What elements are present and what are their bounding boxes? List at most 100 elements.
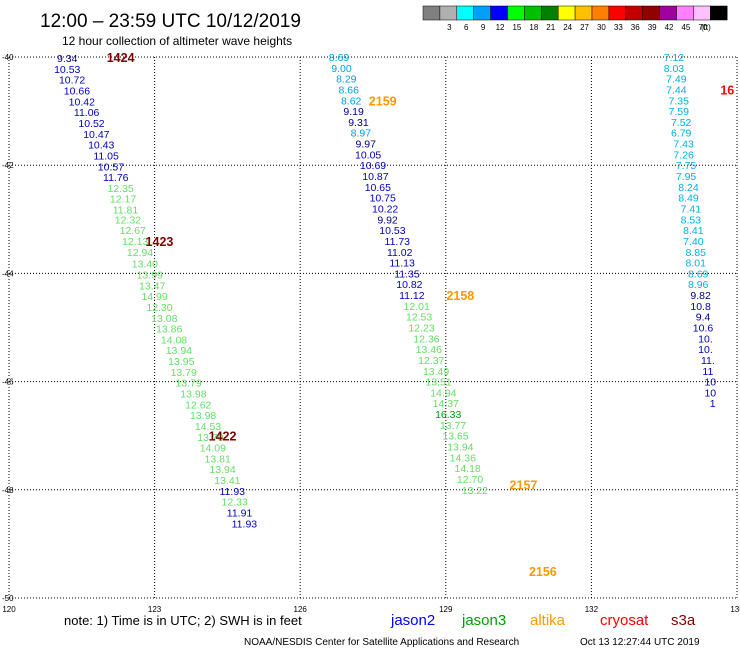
color-scale-swatch <box>710 5 728 21</box>
wave-height-value: 12.67 <box>120 225 146 237</box>
longitude-label: 132 <box>585 605 599 614</box>
wave-height-value: 10.47 <box>83 129 109 141</box>
wave-height-value: 13.40 <box>132 259 158 271</box>
longitude-label: 120 <box>2 605 16 614</box>
latitude-label: -46 <box>2 378 14 387</box>
wave-height-value: 10 <box>704 377 716 389</box>
color-scale-swatch <box>591 5 610 21</box>
wave-height-value: 10.66 <box>64 86 90 98</box>
longitude-label: 126 <box>294 605 308 614</box>
color-scale-label: 6 <box>464 23 469 32</box>
wave-height-value: 13.77 <box>440 420 466 432</box>
wave-height-value: 10.53 <box>54 64 80 76</box>
wave-height-value: 12.70 <box>457 474 483 486</box>
wave-height-value: 13.49 <box>423 366 449 378</box>
legend-jason3: jason3 <box>461 612 506 629</box>
wave-height-value: 9.19 <box>343 106 364 118</box>
wave-height-value: 7.12 <box>664 52 685 64</box>
wave-height-value: 13.99 <box>137 269 163 281</box>
wave-height-value: 11.12 <box>399 290 425 302</box>
wave-height-value: 7.41 <box>681 203 702 215</box>
wave-height-value: 10. <box>698 344 713 356</box>
wave-height-value: 13.08 <box>151 313 177 325</box>
wave-height-value: 13.70 <box>197 432 223 444</box>
wave-height-value: 14.08 <box>161 334 187 346</box>
wave-height-value: 12.13 <box>122 236 148 248</box>
legend-s3a: s3a <box>671 612 696 629</box>
color-scale-label: 70 <box>698 23 707 32</box>
pass-time-label: 1423 <box>146 235 174 249</box>
wave-height-value: 8.49 <box>678 193 699 205</box>
wave-height-value: 13.65 <box>442 431 468 443</box>
color-scale-swatch <box>574 5 593 21</box>
color-scale-label: 42 <box>665 23 674 32</box>
longitude-label: 129 <box>439 605 453 614</box>
wave-height-value: 7.40 <box>683 236 704 248</box>
latitude-label: -48 <box>2 486 14 495</box>
color-scale-label: 15 <box>512 23 521 32</box>
color-scale-label: 9 <box>481 23 486 32</box>
color-scale-label: 12 <box>496 23 505 32</box>
wave-height-value: 9.00 <box>331 63 352 75</box>
color-scale-swatch <box>557 5 576 21</box>
color-scale-swatch <box>659 5 677 21</box>
wave-height-value: 11.02 <box>387 247 413 259</box>
generated-timestamp: Oct 13 12:27:44 UTC 2019 <box>580 637 700 648</box>
wave-height-value: 13.79 <box>175 378 201 390</box>
color-scale-label: 21 <box>546 23 555 32</box>
color-scale-swatch <box>642 5 660 21</box>
wave-height-value: 8.01 <box>686 258 707 270</box>
wave-height-value: 11.05 <box>93 150 119 162</box>
wave-height-value: 11.73 <box>385 236 411 248</box>
wave-height-value: 13.94 <box>209 464 235 476</box>
wave-height-value: 11.13 <box>389 258 415 270</box>
color-scale-label: 24 <box>563 23 572 32</box>
wave-height-value: 12.33 <box>222 497 248 509</box>
wave-height-value: 10. <box>698 333 713 345</box>
color-scale-swatch <box>608 5 627 21</box>
color-scale-label: 45 <box>681 23 690 32</box>
wave-height-value: 13.79 <box>171 367 197 379</box>
color-scale-swatch <box>473 5 491 21</box>
wave-height-value: 16.33 <box>435 409 461 421</box>
wave-height-value: 1 <box>710 398 716 410</box>
wave-height-value: 7.59 <box>669 106 690 118</box>
wave-height-value: 10.43 <box>88 140 114 152</box>
wave-height-value: 12.30 <box>146 302 172 314</box>
wave-height-value: 11.93 <box>220 486 246 498</box>
longitude-label: 135 <box>730 605 740 614</box>
wave-height-value: 13.95 <box>168 356 194 368</box>
wave-height-value: 9.31 <box>348 117 369 129</box>
wave-height-value: 14.09 <box>200 443 226 455</box>
wave-height-value: 12.36 <box>413 333 439 345</box>
wave-height-value: 7.49 <box>666 74 687 86</box>
color-scale-label: 33 <box>614 23 623 32</box>
pass-time-label: 2156 <box>529 565 557 579</box>
color-scale: 3 6 9 12 15 18 21 24 27 30 33 36 39 42 45 70 <box>422 5 728 32</box>
wave-height-value: 10 <box>704 387 716 399</box>
wave-height-value: 10.53 <box>379 225 405 237</box>
wave-height-value: 10.75 <box>370 193 396 205</box>
color-scale-swatch <box>507 5 525 21</box>
wave-height-value: 13.86 <box>156 324 182 336</box>
latitude-label: -44 <box>2 269 14 278</box>
wave-height-value: 11.76 <box>103 172 129 184</box>
wave-height-value: 12.37 <box>418 355 444 367</box>
wave-height-value: 10.52 <box>78 118 104 130</box>
color-scale-swatch <box>439 5 458 21</box>
wave-height-value: 7.26 <box>673 149 694 161</box>
wave-height-value: 9.92 <box>377 214 398 226</box>
wave-height-value: 12.17 <box>110 194 136 206</box>
longitude-labels: 120 123 126 129 132 135 <box>2 605 740 614</box>
color-scale-swatch <box>541 5 559 21</box>
wave-height-value: 12.32 <box>115 214 141 226</box>
wave-height-value: 8.62 <box>341 95 362 107</box>
wave-height-value: 11.91 <box>227 508 253 520</box>
wave-height-value: 13.22 <box>462 485 488 497</box>
legend-jason2: jason2 <box>390 612 435 629</box>
wave-height-value: 13.47 <box>139 280 165 292</box>
wave-height-value: 9.97 <box>356 139 377 151</box>
color-scale-swatch <box>422 5 441 21</box>
wave-height-value: 10.57 <box>98 161 124 173</box>
